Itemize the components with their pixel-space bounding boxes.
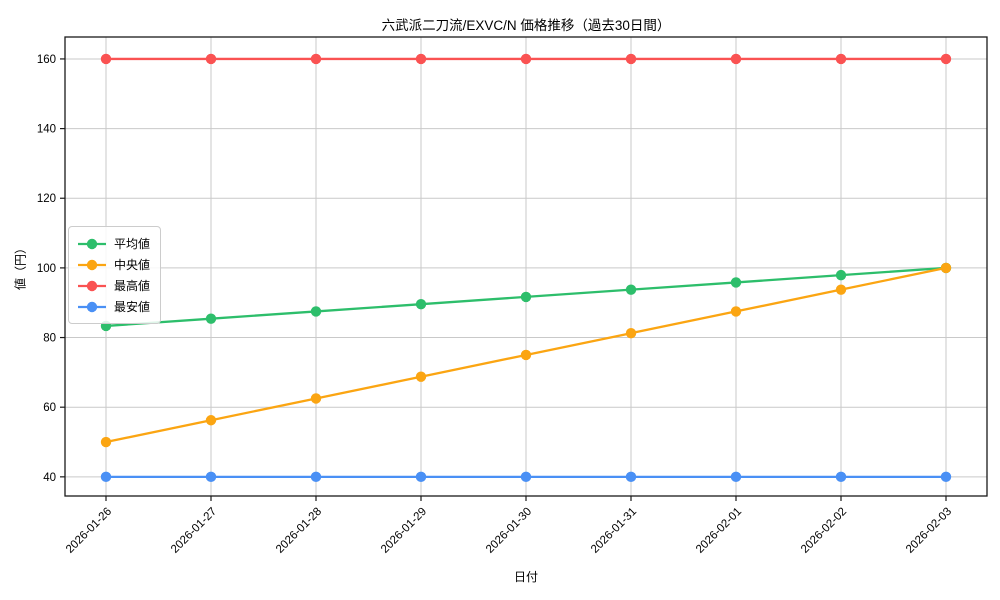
- series-marker-3: [415, 471, 427, 483]
- series-marker-3: [835, 471, 847, 483]
- series-marker-2: [415, 53, 427, 65]
- series-marker-1: [100, 436, 112, 448]
- series-marker-1: [520, 349, 532, 361]
- series-marker-1: [730, 306, 742, 317]
- legend-line-marker-icon: [78, 238, 106, 249]
- series-marker-0: [310, 306, 322, 317]
- legend: 平均値中央値最高値最安値: [68, 226, 162, 324]
- legend-line-marker-icon: [78, 259, 106, 270]
- series-marker-1: [415, 371, 427, 382]
- series-marker-3: [940, 471, 952, 483]
- legend-label: 最高値: [114, 279, 151, 293]
- series-marker-0: [835, 269, 847, 281]
- series-marker-3: [625, 471, 637, 483]
- series-marker-1: [940, 262, 952, 274]
- y-tick-label: 60: [43, 402, 56, 414]
- x-tick-label: 2026-01-31: [589, 506, 639, 556]
- y-tick-label: 80: [43, 333, 56, 345]
- series-marker-2: [730, 53, 742, 65]
- series-marker-3: [100, 471, 112, 483]
- y-axis-label: 値（円）: [13, 241, 28, 291]
- chart-title: 六武派二刀流/EXVC/N 価格推移（過去30日間）: [381, 18, 671, 33]
- series-marker-2: [835, 53, 847, 65]
- x-tick-label: 2026-02-01: [694, 506, 744, 556]
- series-marker-2: [205, 53, 217, 65]
- series-marker-2: [310, 53, 322, 65]
- series-marker-3: [310, 471, 322, 483]
- x-tick-label: 2026-01-27: [169, 506, 219, 556]
- x-tick-label: 2026-02-03: [904, 506, 954, 556]
- series-marker-3: [520, 471, 532, 483]
- legend-label: 平均値: [114, 237, 151, 251]
- series-marker-3: [205, 471, 217, 483]
- x-tick-label: 2026-01-30: [484, 506, 534, 556]
- legend-item-1: 中央値: [77, 254, 150, 275]
- series-marker-2: [625, 53, 637, 65]
- series-marker-2: [940, 53, 952, 65]
- series-marker-2: [100, 53, 112, 65]
- series-marker-0: [625, 284, 637, 295]
- x-tick-label: 2026-01-28: [274, 506, 324, 556]
- series-marker-2: [520, 53, 532, 65]
- legend-label: 最安値: [114, 300, 151, 314]
- legend-line-marker-icon: [78, 301, 106, 312]
- y-tick-label: 100: [37, 263, 56, 275]
- x-tick-label: 2026-01-29: [379, 506, 429, 556]
- legend-label: 中央値: [114, 258, 151, 272]
- legend-item-3: 最安値: [77, 296, 150, 317]
- y-tick-label: 140: [37, 124, 56, 136]
- series-marker-1: [835, 284, 847, 295]
- series-marker-3: [730, 471, 742, 483]
- legend-item-2: 最高値: [77, 275, 150, 296]
- series-marker-0: [520, 291, 532, 303]
- x-axis-label: 日付: [513, 570, 538, 584]
- series-marker-0: [415, 298, 427, 310]
- series-marker-1: [310, 393, 322, 404]
- series-marker-1: [625, 327, 637, 339]
- y-tick-label: 120: [37, 193, 56, 205]
- series-marker-0: [205, 313, 217, 324]
- y-tick-label: 40: [43, 472, 56, 484]
- y-tick-label: 160: [37, 54, 56, 66]
- x-tick-label: 2026-01-26: [64, 506, 114, 556]
- series-marker-1: [205, 415, 217, 426]
- x-tick-label: 2026-02-02: [799, 506, 849, 556]
- legend-item-0: 平均値: [77, 233, 150, 254]
- series-marker-0: [730, 277, 742, 288]
- legend-line-marker-icon: [78, 280, 106, 291]
